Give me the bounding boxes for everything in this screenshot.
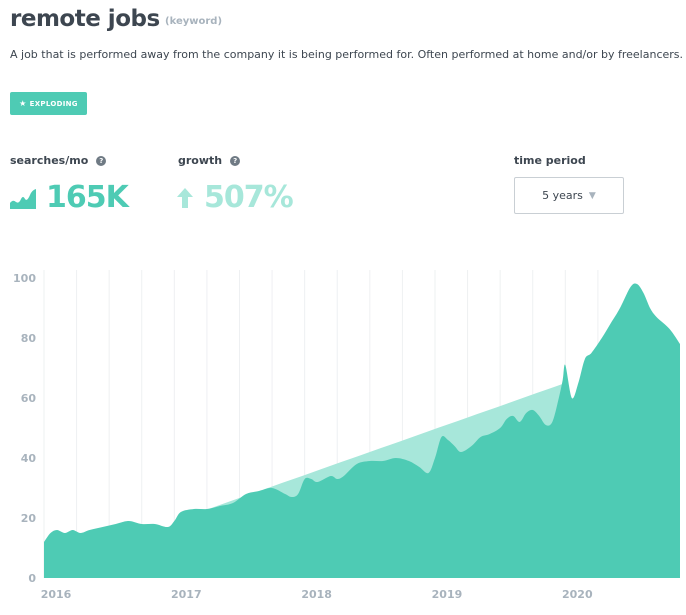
y-tick-label: 60 xyxy=(21,392,37,405)
search-volume-area xyxy=(44,283,680,578)
star-icon: ★ xyxy=(19,99,27,108)
page-title: remote jobs xyxy=(10,6,160,32)
x-tick-label: 2018 xyxy=(301,588,332,601)
x-tick-label: 2019 xyxy=(432,588,463,601)
searches-metric-header: searches/mo ? xyxy=(10,154,107,167)
x-tick-label: 2017 xyxy=(171,588,202,601)
y-tick-label: 80 xyxy=(21,332,37,345)
growth-label: growth xyxy=(178,154,223,167)
trend-chart-icon xyxy=(10,188,36,209)
arrow-up-icon xyxy=(177,187,193,208)
time-period-select[interactable]: 5 years ▼ xyxy=(514,177,624,214)
x-tick-label: 2020 xyxy=(562,588,593,601)
time-period-label: time period xyxy=(514,154,586,167)
keyword-description: A job that is performed away from the co… xyxy=(10,48,684,61)
question-icon[interactable]: ? xyxy=(96,155,107,166)
searches-value: 165K xyxy=(46,180,129,215)
y-tick-label: 20 xyxy=(21,512,37,525)
x-tick-label: 2016 xyxy=(41,588,72,601)
time-period-value: 5 years xyxy=(542,189,583,202)
keyword-type-label: (keyword) xyxy=(165,16,223,27)
y-tick-label: 100 xyxy=(13,272,36,285)
searches-metric: 165K xyxy=(10,180,129,215)
y-tick-label: 0 xyxy=(28,572,36,585)
status-badge: ★ EXPLODING xyxy=(10,92,87,115)
growth-value: 507% xyxy=(204,180,294,215)
status-badge-label: EXPLODING xyxy=(29,99,78,108)
searches-label: searches/mo xyxy=(10,154,89,167)
caret-down-icon: ▼ xyxy=(588,190,596,201)
question-icon[interactable]: ? xyxy=(230,155,241,166)
growth-metric: 507% xyxy=(176,180,294,215)
trend-area xyxy=(174,383,566,578)
growth-metric-header: growth ? xyxy=(178,154,241,167)
y-tick-label: 40 xyxy=(21,452,37,465)
